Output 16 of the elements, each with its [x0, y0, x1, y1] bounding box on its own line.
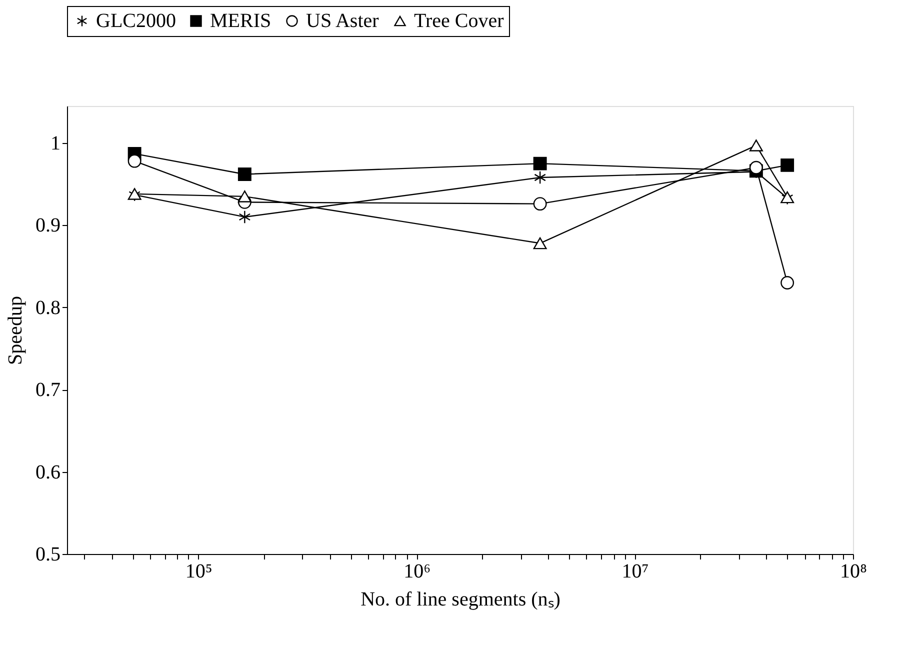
y-tick-label: 0.6 — [36, 461, 60, 484]
y-tick-label: 0.9 — [36, 214, 60, 237]
legend-label: Tree Cover — [414, 10, 504, 32]
x-tick-label: 10⁵ — [185, 560, 212, 582]
x-tick-label: 10⁸ — [840, 560, 868, 582]
x-tick-label: 10⁷ — [622, 560, 649, 582]
x-tick-label: 10⁶ — [404, 560, 431, 582]
y-tick-label: 0.8 — [36, 296, 60, 319]
y-tick-label: 0.7 — [36, 379, 60, 402]
y-tick-label: 0.5 — [36, 544, 60, 566]
y-axis-title: Speedup — [4, 296, 26, 365]
y-tick-label: 1 — [50, 132, 60, 154]
legend-label: GLC2000 — [96, 10, 176, 32]
legend-label: US Aster — [306, 10, 380, 32]
x-axis-title: No. of line segments (nₛ) — [360, 588, 560, 610]
legend-label: MERIS — [210, 10, 272, 32]
